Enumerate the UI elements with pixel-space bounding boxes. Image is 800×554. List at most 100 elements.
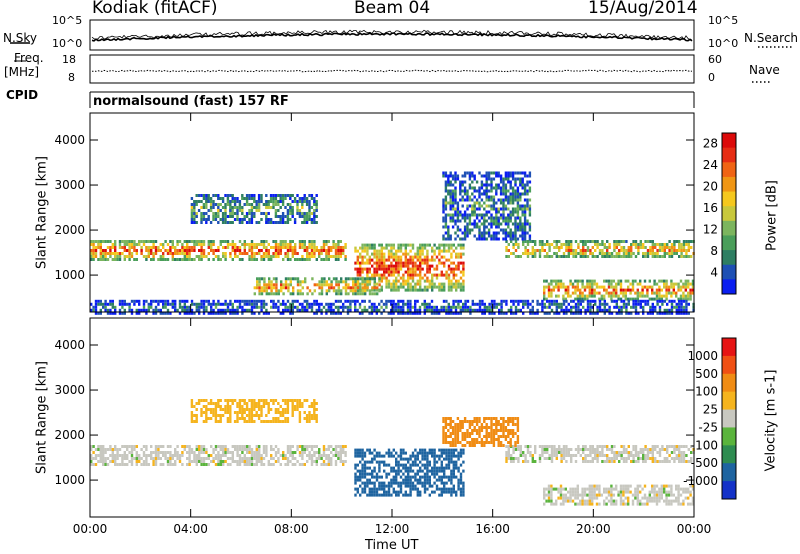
power-cell (258, 243, 261, 246)
power-cell (459, 228, 462, 232)
power-cell (277, 203, 280, 206)
velocity-cell (248, 463, 251, 466)
power-cell (378, 255, 381, 259)
velocity-cell (562, 451, 566, 454)
power-cell (488, 302, 491, 306)
power-cell (392, 308, 395, 312)
power-cell (219, 258, 222, 261)
velocity-cell (114, 445, 117, 448)
power-cell (591, 255, 594, 258)
power-cell (318, 252, 321, 255)
velocity-cell (224, 454, 227, 457)
power-cell (364, 280, 367, 284)
velocity-cell (426, 469, 429, 473)
power-cell (443, 288, 446, 292)
velocity-cell (445, 448, 448, 452)
power-cell (171, 240, 174, 243)
power-cell (567, 294, 570, 298)
velocity-cell (200, 457, 203, 460)
power-cell (521, 213, 524, 217)
velocity-cell (612, 499, 615, 503)
power-cell (325, 249, 328, 252)
power-cell (286, 308, 290, 312)
power-cell (509, 192, 512, 196)
power-cell (510, 240, 513, 243)
power-cell (608, 246, 611, 249)
power-cell (226, 302, 230, 306)
power-cell (478, 305, 482, 309)
power-cell (502, 192, 505, 196)
power-cell (233, 212, 237, 215)
power-cell (373, 288, 376, 292)
power-cell (579, 299, 582, 303)
power-cell (531, 240, 534, 243)
power-cell (433, 258, 436, 262)
power-cell (426, 285, 429, 289)
power-cell (521, 210, 524, 214)
velocity-cell (562, 454, 566, 457)
power-ytick-label: 2000 (54, 223, 85, 237)
velocity-cell (411, 484, 415, 488)
power-cell (593, 288, 596, 292)
power-cell (646, 240, 650, 243)
power-cell (241, 308, 244, 312)
velocity-cell (359, 448, 362, 452)
power-cell (291, 215, 294, 218)
power-cell (313, 243, 316, 246)
power-cell (402, 279, 405, 283)
power-cell (644, 246, 647, 249)
power-cell (171, 299, 174, 303)
power-cell (260, 255, 263, 258)
power-cell (200, 305, 203, 309)
power-cell (421, 267, 424, 271)
velocity-cell (455, 466, 458, 470)
velocity-cell (545, 487, 548, 491)
velocity-cell (174, 454, 177, 457)
power-cell (624, 294, 627, 298)
power-cell (541, 305, 544, 309)
power-cell (361, 243, 364, 247)
power-cell (444, 207, 448, 211)
velocity-cell (397, 490, 400, 494)
velocity-cell (246, 460, 249, 463)
power-cell (464, 308, 467, 312)
power-cell (555, 308, 558, 312)
power-cell (142, 302, 146, 306)
power-cell (478, 186, 481, 190)
velocity-cell (238, 454, 242, 457)
velocity-cell (395, 478, 398, 482)
power-cell (217, 209, 220, 212)
power-cell (485, 183, 488, 187)
power-cell (596, 243, 599, 246)
power-cell (641, 285, 644, 289)
power-cell (438, 243, 441, 247)
power-cell (226, 308, 230, 312)
power-cell (624, 291, 627, 295)
velocity-cell (627, 490, 630, 494)
velocity-cell (457, 451, 460, 455)
power-cell (257, 209, 261, 212)
power-cell (404, 261, 407, 265)
velocity-cell (284, 457, 287, 460)
power-cell (238, 240, 242, 243)
power-cell (164, 311, 167, 315)
power-cell (433, 267, 436, 271)
power-cell (636, 297, 639, 301)
velocity-cell (423, 481, 427, 485)
velocity-cell (558, 451, 561, 454)
power-cell (166, 258, 170, 261)
velocity-cell (385, 490, 388, 494)
velocity-cell (378, 466, 381, 470)
power-cell (364, 292, 367, 296)
power-cell (270, 283, 273, 287)
power-cell (663, 252, 666, 255)
power-cell (438, 273, 441, 277)
velocity-cell (435, 466, 439, 470)
velocity-cell (135, 457, 138, 460)
velocity-cell (591, 451, 594, 454)
power-cell (123, 255, 126, 258)
velocity-cell (262, 445, 266, 448)
power-cell (451, 183, 455, 187)
power-cell (114, 305, 117, 309)
power-cell (504, 219, 508, 223)
